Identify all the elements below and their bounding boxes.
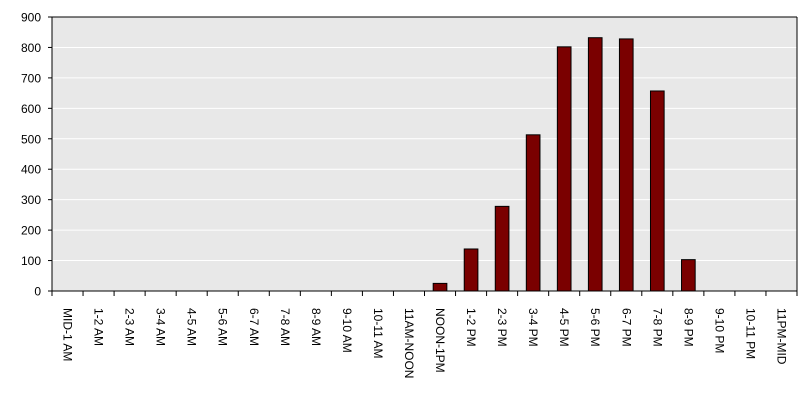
bar <box>432 282 448 292</box>
x-category-label: 2-3 AM <box>123 308 137 346</box>
y-tick-label: 900 <box>21 11 41 25</box>
x-category-label: 5-6 AM <box>216 308 230 346</box>
x-category-label: 2-3 PM <box>495 308 509 347</box>
x-category-label: 4-5 AM <box>185 308 199 346</box>
x-category-label: 3-4 PM <box>526 308 540 347</box>
bars <box>432 37 696 292</box>
x-category-label: 5-6 PM <box>588 308 602 347</box>
bar <box>618 38 634 292</box>
gridlines <box>52 46 797 262</box>
x-category-label: 10-11 AM <box>371 308 385 358</box>
x-category-label: 11AM-NOON <box>402 308 416 378</box>
y-tick-label: 500 <box>21 132 41 146</box>
plot-area <box>52 17 797 291</box>
x-category-label: 7-8 PM <box>650 308 664 347</box>
bar <box>463 248 479 292</box>
y-axis-ticks: 0 100 200 300 400 500 600 700 800 900 <box>21 11 52 299</box>
x-category-label: 8-9 PM <box>681 308 695 347</box>
x-category-label: 9-10 AM <box>340 308 354 353</box>
x-category-label: 11PM-MID <box>774 308 788 365</box>
x-category-label: MID-1 AM <box>61 308 75 361</box>
x-axis-ticks: MID-1 AM 1-2 AM 2-3 AM 3-4 AM 4-5 AM 5-6 AM 6-… <box>51 291 798 378</box>
x-category-label: 4-5 PM <box>557 308 571 347</box>
y-tick-label: 700 <box>21 71 41 85</box>
y-tick-label: 800 <box>21 41 41 55</box>
x-category-label: 8-9 AM <box>309 308 323 346</box>
x-category-label: 6-7 PM <box>619 308 633 347</box>
y-tick-label: 0 <box>34 285 41 299</box>
x-category-label: 3-4 AM <box>154 308 168 346</box>
bar <box>525 134 541 292</box>
y-tick-label: 100 <box>21 254 41 268</box>
bar <box>649 90 665 292</box>
y-tick-label: 400 <box>21 163 41 177</box>
y-tick-label: 200 <box>21 224 41 238</box>
y-tick-label: 600 <box>21 102 41 116</box>
x-category-label: 10-11 PM <box>743 308 757 359</box>
y-tick-label: 300 <box>21 193 41 207</box>
x-category-label: 1-2 AM <box>92 308 106 346</box>
bar <box>494 205 510 292</box>
x-category-label: 9-10 PM <box>712 308 726 353</box>
bar <box>587 37 603 292</box>
bar <box>556 46 572 292</box>
x-category-label: NOON-1PM <box>433 308 447 373</box>
x-category-label: 7-8 AM <box>278 308 292 346</box>
bar <box>681 259 696 292</box>
x-category-label: 6-7 AM <box>247 308 261 346</box>
x-category-label: 1-2 PM <box>464 308 478 347</box>
